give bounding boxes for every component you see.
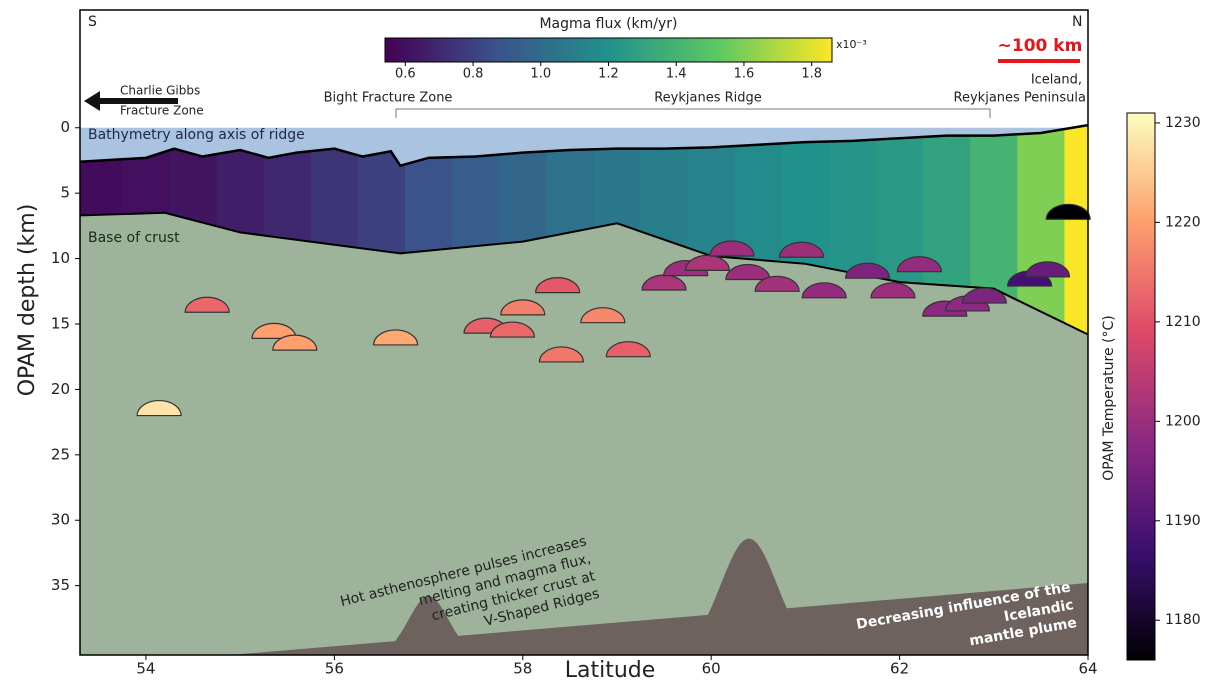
flux-tick-label: 1.2 <box>598 67 619 82</box>
bathymetry-label: Bathymetry along axis of ridge <box>88 127 305 143</box>
flux-tick-label: 1.8 <box>801 67 822 82</box>
x-tick-label: 58 <box>513 660 532 678</box>
south-label: S <box>88 14 97 30</box>
figure: 0 5 10 15 20 25 30 35 54 56 58 60 62 64 Latitude OPAM d… <box>0 0 1222 683</box>
y-tick-label: 10 <box>51 249 70 267</box>
y-axis-label: OPAM depth (km) <box>15 204 40 397</box>
charlie-gibbs-label: Fracture Zone <box>120 104 204 118</box>
x-tick-label: 62 <box>890 660 909 678</box>
x-axis-label: Latitude <box>565 658 656 683</box>
iceland-label: Reykjanes Peninsula <box>954 91 1086 106</box>
flux-tick-label: 1.6 <box>734 67 755 82</box>
colorbar-label: OPAM Temperature (°C) <box>1101 315 1117 481</box>
x-tick-label: 54 <box>136 660 155 678</box>
colorbar-tick-label: 1220 <box>1165 214 1201 230</box>
flux-tick-label: 0.8 <box>463 67 484 82</box>
y-tick-label: 15 <box>51 314 70 332</box>
colorbar-tick-label: 1190 <box>1165 513 1201 529</box>
colorbar-tick-label: 1230 <box>1165 115 1201 131</box>
colorbar <box>1127 113 1155 660</box>
colorbar-tick-label: 1200 <box>1165 413 1201 429</box>
x-tick-label: 56 <box>325 660 344 678</box>
y-tick-label: 30 <box>51 511 70 529</box>
y-tick-label: 25 <box>51 445 70 463</box>
bight-label: Bight Fracture Zone <box>324 91 453 106</box>
x-tick-label: 60 <box>702 660 721 678</box>
y-tick-label: 35 <box>51 576 70 594</box>
colorbar-tick-label: 1180 <box>1165 612 1201 628</box>
crust-base-label: Base of crust <box>88 230 180 246</box>
flux-tick-label: 1.0 <box>530 67 551 82</box>
flux-label: Magma flux (km/yr) <box>539 16 677 32</box>
x-tick-label: 64 <box>1078 660 1097 678</box>
scale-bar-label: ~100 km <box>998 36 1083 56</box>
y-tick-label: 5 <box>60 184 70 202</box>
flux-multiplier: x10⁻³ <box>836 38 867 51</box>
charlie-gibbs-label: Charlie Gibbs <box>120 84 200 98</box>
flux-tick-label: 0.6 <box>395 67 416 82</box>
flux-colorbar <box>385 38 832 62</box>
iceland-label: Iceland, <box>1031 73 1082 88</box>
north-label: N <box>1072 14 1082 30</box>
y-tick-label: 20 <box>51 380 70 398</box>
colorbar-tick-label: 1210 <box>1165 314 1201 330</box>
y-tick-label: 0 <box>60 118 70 136</box>
flux-tick-label: 1.4 <box>666 67 687 82</box>
ridge-label: Reykjanes Ridge <box>654 91 762 106</box>
